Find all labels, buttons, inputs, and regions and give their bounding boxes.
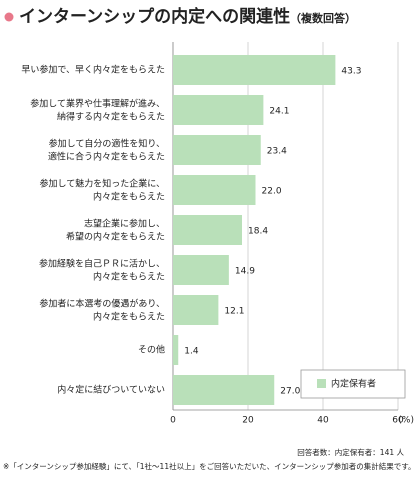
value-label: 22.0 — [262, 187, 282, 197]
bar — [173, 215, 242, 245]
value-label: 1.4 — [184, 347, 199, 357]
value-label: 12.1 — [224, 307, 244, 317]
chart-subtitle: （複数回答） — [290, 11, 356, 25]
value-label: 24.1 — [269, 107, 289, 117]
bar — [173, 255, 229, 285]
x-tick-label: 40 — [317, 416, 329, 426]
y-tick-label: 参加して魅力を知った企業に、内々定をもらえた — [40, 177, 165, 202]
y-tick-label: 志望企業に参加し、希望の内々定をもらえた — [66, 217, 165, 242]
bar — [173, 295, 219, 325]
x-tick-label: 60 — [392, 416, 404, 426]
y-tick-label: 参加者に本選考の優遇があり、内々定をもらえた — [39, 297, 165, 322]
title-bullet — [4, 12, 14, 22]
legend-label: 内定保有者 — [331, 378, 376, 390]
x-axis-label: (%) — [398, 416, 414, 426]
bar — [173, 335, 179, 365]
y-tick-label: 参加経験を自己ＰＲに活かし、内々定をもらえた — [39, 257, 165, 282]
x-tick-label: 0 — [170, 416, 176, 426]
bar — [173, 175, 256, 205]
note: 回答者数：内定保有者：141 人 — [297, 447, 404, 457]
y-tick-label: 早い参加で、早く内々定をもらえた — [21, 64, 165, 76]
y-tick-label: 参加して業界や仕事理解が進み、納得する内々定をもらえた — [30, 97, 165, 122]
value-label: 14.9 — [235, 267, 255, 277]
value-label: 43.3 — [341, 67, 361, 77]
y-tick-label: その他 — [138, 344, 165, 356]
value-label: 23.4 — [267, 147, 287, 157]
x-tick-label: 20 — [242, 416, 254, 426]
bar — [173, 375, 275, 405]
bar — [173, 135, 261, 165]
bar — [173, 55, 336, 85]
y-tick-label: 内々定に結びついていない — [57, 384, 165, 396]
value-label: 27.0 — [280, 387, 300, 397]
legend-swatch — [317, 379, 326, 388]
chart-title: インターンシップの内定への関連性 — [19, 6, 290, 27]
value-label: 18.4 — [248, 227, 268, 237]
bar — [173, 95, 264, 125]
note: ※「インターンシップ参加経験」にて、「1社～11社以上」をご回答いただいた、イン… — [3, 461, 415, 471]
y-tick-label: 参加して自分の適性を知り、適性に合う内々定をもらえた — [48, 137, 165, 162]
